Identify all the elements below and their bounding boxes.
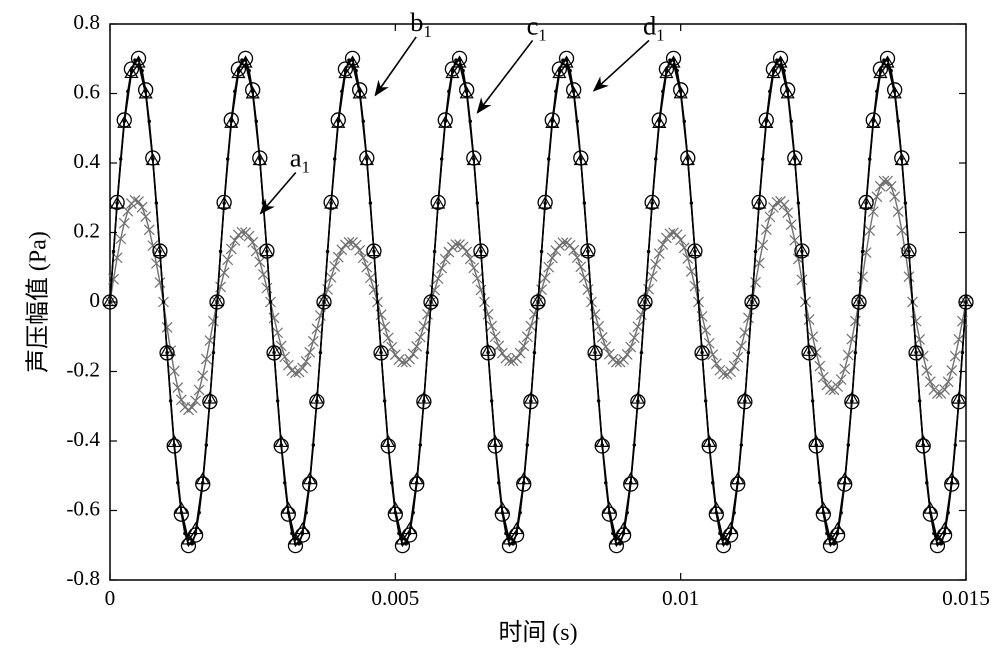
x-tick-label: 0 [105,586,116,610]
x-axis-label: 时间 (s) [498,619,577,646]
y-tick-label: 0.2 [73,218,100,242]
y-tick-label: -0.4 [66,427,100,451]
x-tick-label: 0.01 [662,586,699,610]
x-tick-label: 0.015 [942,586,990,610]
y-tick-label: 0.8 [73,10,100,34]
line-chart: 0 0.005 0.01 0.015 -0.8 -0.6 -0.4 -0.2 0 0.2 0.4 0.… [0,0,1000,654]
y-tick-label: 0.6 [73,79,100,103]
y-tick-label: 0.4 [73,149,100,173]
y-axis-label: 声压幅值 (Pa) [25,231,52,373]
x-tick-label: 0.005 [371,586,419,610]
y-tick-label: -0.8 [66,566,100,590]
y-tick-label: -0.2 [66,357,100,381]
y-tick-label: -0.6 [66,496,100,520]
y-tick-label: 0 [89,288,100,312]
